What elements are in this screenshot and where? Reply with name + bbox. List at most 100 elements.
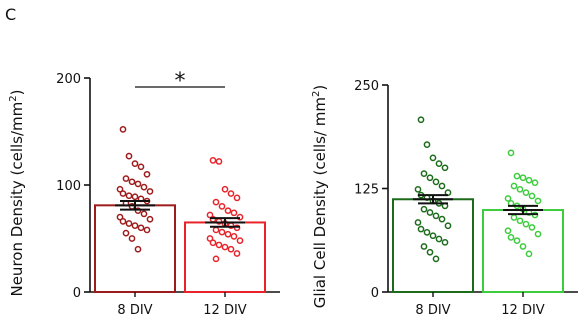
data-point <box>423 229 431 236</box>
data-point <box>224 207 232 215</box>
data-point <box>128 178 136 186</box>
data-point <box>134 180 142 188</box>
y-axis-title-sup: 2 <box>8 95 19 101</box>
data-point <box>435 235 443 243</box>
neuron-density-chart: 0 100 200 Neuron Density (cells/mm2) 8 DIV 12… <box>8 69 280 318</box>
data-point <box>432 178 440 186</box>
data-point <box>227 245 235 253</box>
data-point <box>426 174 434 182</box>
data-point <box>429 154 437 162</box>
data-point <box>516 185 524 193</box>
data-point <box>224 230 232 238</box>
data-point <box>122 229 130 237</box>
data-point <box>429 232 437 240</box>
y-tick-label: 0 <box>73 286 81 301</box>
data-point <box>218 228 226 236</box>
data-point <box>209 239 217 247</box>
data-point <box>420 170 428 177</box>
data-point <box>507 149 515 157</box>
data-point <box>221 243 229 251</box>
data-point <box>522 220 530 228</box>
data-point <box>122 175 130 182</box>
data-point <box>441 238 449 246</box>
data-point <box>116 213 124 221</box>
data-point <box>504 227 512 235</box>
y-axis-title-main: Neuron Density (cells/mm <box>8 102 26 297</box>
data-point <box>125 220 133 227</box>
data-point <box>230 233 238 240</box>
data-point <box>510 214 518 221</box>
data-point <box>417 225 425 233</box>
y-axis-title-end: ) <box>311 85 329 91</box>
y-axis-title-main: Glial Cell Density (cells/ mm <box>311 97 329 308</box>
data-point <box>215 241 223 249</box>
data-point <box>218 203 226 210</box>
data-point <box>513 237 521 245</box>
data-point <box>227 190 235 197</box>
y-tick-label: 100 <box>56 179 81 194</box>
data-point <box>131 193 139 201</box>
data-point <box>513 172 521 180</box>
data-point <box>143 170 151 178</box>
data-point <box>423 141 431 148</box>
y-axis-title-sup: 2 <box>311 91 322 97</box>
data-point <box>534 230 542 238</box>
data-point <box>432 212 440 220</box>
y-tick-label: 200 <box>56 72 81 87</box>
data-point <box>236 237 244 244</box>
data-point <box>426 248 434 256</box>
data-point <box>414 185 422 193</box>
data-point <box>438 215 446 223</box>
y-axis-title-end: ) <box>8 89 26 95</box>
data-point <box>420 205 428 213</box>
y-axis-title: Glial Cell Density (cells/ mm2) <box>311 85 329 308</box>
data-point <box>233 194 241 202</box>
data-point <box>230 209 238 217</box>
data-point <box>143 226 151 234</box>
data-point <box>212 198 220 206</box>
glial-density-chart: 0 125 250 Glial Cell Density (cells/ mm2) 8 … <box>311 79 578 318</box>
panel-label: C <box>5 5 16 24</box>
data-point <box>212 226 220 234</box>
data-point <box>507 234 515 241</box>
data-point <box>519 174 527 182</box>
data-point <box>128 235 136 242</box>
data-point <box>146 188 154 195</box>
category-label: 12 DIV <box>501 303 545 318</box>
data-point <box>528 224 536 231</box>
significance-marker: * <box>175 69 186 94</box>
data-point <box>221 185 229 193</box>
data-point <box>116 185 124 193</box>
data-point <box>233 250 241 257</box>
category-label: 12 DIV <box>203 303 247 318</box>
data-point <box>146 215 154 223</box>
data-point <box>414 219 422 226</box>
data-point <box>522 189 530 196</box>
y-tick-label: 0 <box>371 286 379 301</box>
data-point <box>212 255 220 263</box>
data-point <box>525 250 533 258</box>
data-point <box>426 209 434 216</box>
data-point <box>438 182 446 190</box>
data-point <box>519 243 527 250</box>
data-point <box>531 179 539 187</box>
data-point <box>441 164 449 172</box>
data-point <box>125 192 133 200</box>
data-point <box>432 255 440 263</box>
y-tick-label: 125 <box>354 183 379 198</box>
data-point <box>528 192 536 200</box>
data-point <box>131 160 139 167</box>
data-point <box>137 224 145 232</box>
data-point <box>131 222 139 230</box>
data-point <box>510 182 518 190</box>
data-point <box>435 160 443 168</box>
data-point <box>215 158 223 165</box>
data-point <box>137 163 145 171</box>
data-point <box>119 190 127 197</box>
data-point <box>119 218 127 225</box>
data-point <box>140 183 148 191</box>
data-point <box>525 176 533 184</box>
category-label: 8 DIV <box>415 303 450 318</box>
data-point <box>134 245 142 253</box>
